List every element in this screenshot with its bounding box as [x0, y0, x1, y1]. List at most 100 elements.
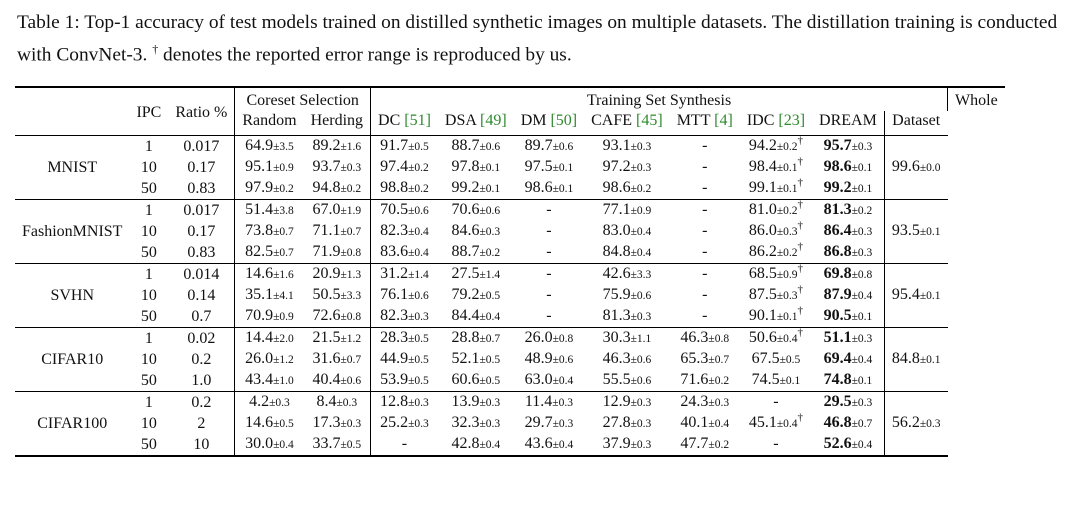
dream-cell: 29.5±0.3 [812, 391, 885, 413]
header-mtt: MTT [4] [676, 112, 733, 129]
error-range: ±0.1 [851, 183, 873, 195]
error-range: ±0.5 [479, 290, 501, 302]
error-range: ±0.4 [630, 226, 652, 238]
idc-cell: 99.1±0.1† [740, 176, 812, 200]
accuracy-value: 46.8 [823, 414, 852, 431]
reproduced-dagger: † [797, 176, 804, 189]
header-whole-line1: Whole [947, 86, 1005, 111]
error-range: ±0.5 [273, 418, 294, 430]
error-range: ±0.7 [851, 418, 873, 430]
error-range: ±0.2 [340, 183, 362, 195]
dm-cell: - [514, 285, 584, 306]
ipc-cell: 1 [129, 391, 169, 413]
idc-cell: 98.4±0.1† [740, 156, 812, 178]
accuracy-value: 14.4 [245, 329, 274, 346]
ratio-cell: 0.83 [168, 242, 236, 264]
error-range: ±0.3 [336, 397, 358, 409]
error-range: ±0.8 [851, 269, 873, 281]
accuracy-value: 28.8 [451, 329, 480, 346]
dm-cell: - [514, 306, 584, 328]
accuracy-value: 60.6 [451, 371, 480, 388]
whole-dataset-value: 56.2 [891, 414, 920, 431]
error-range: ±0.4 [479, 439, 501, 451]
accuracy-value: 42.8 [451, 435, 480, 452]
table-body: MNIST 1 0.017 64.9±3.5 89.2±1.6 91.7±0.5 88.7±… [15, 135, 1005, 457]
dream-cell: 95.7±0.3 [812, 135, 885, 157]
dream-cell: 69.4±0.4 [812, 349, 885, 370]
error-range: ±3.3 [630, 269, 652, 281]
dsa-cell: 99.2±0.1 [438, 178, 514, 200]
ipc-cell: 10 [140, 286, 157, 304]
accuracy-value: 84.6 [451, 222, 480, 239]
accuracy-value: 99.2 [451, 179, 480, 196]
error-range: ±0.6 [552, 141, 574, 153]
mtt-cell: - [670, 157, 740, 178]
cafe-cell: 12.9±0.3 [584, 391, 670, 413]
accuracy-value: 93.7 [312, 158, 341, 175]
accuracy-value: 26.0 [524, 329, 553, 346]
dm-cell: 29.7±0.3 [514, 413, 584, 434]
citation-cafe: [45] [636, 112, 663, 129]
random-cell: 35.1±4.1 [235, 285, 304, 306]
accuracy-value: - [546, 201, 552, 218]
accuracy-value: 99.1 [748, 179, 777, 196]
herding-cell: 93.7±0.3 [303, 157, 372, 178]
cafe-cell: 27.8±0.3 [584, 413, 670, 434]
idc-cell: - [739, 391, 813, 413]
ipc-cell: 1 [129, 327, 169, 349]
reproduced-dagger: † [797, 326, 804, 339]
dsa-cell: 32.3±0.3 [438, 413, 514, 434]
dsa-cell: 79.2±0.5 [438, 285, 514, 306]
random-cell: 43.4±1.0 [235, 370, 304, 392]
error-range: ±0.3 [479, 397, 501, 409]
dsa-cell: 60.6±0.5 [438, 370, 514, 392]
accuracy-value: 83.0 [602, 222, 631, 239]
random-cell: 14.6±1.6 [234, 263, 304, 285]
accuracy-value: 40.1 [680, 414, 709, 431]
error-range: ±0.6 [552, 354, 574, 366]
dsa-cell: 28.8±0.7 [437, 327, 514, 349]
herding-cell: 67.0±1.9 [303, 199, 372, 221]
error-range: ±1.6 [273, 269, 294, 281]
error-range: ±0.7 [340, 354, 362, 366]
error-range: ±0.2 [776, 247, 798, 259]
dsa-cell: 84.4±0.4 [438, 306, 514, 328]
accuracy-value: - [702, 286, 708, 303]
header-dm: DM [50] [520, 112, 578, 129]
idc-cell: 68.5±0.9† [739, 263, 813, 285]
dream-cell: 52.6±0.4 [812, 434, 885, 457]
accuracy-value: 30.3 [602, 329, 631, 346]
error-range: ±0.3 [552, 418, 574, 430]
mtt-cell: - [670, 306, 740, 328]
error-range: ±0.5 [408, 333, 429, 345]
accuracy-value: 99.2 [823, 179, 852, 196]
whole-dataset-error: ±0.1 [919, 354, 941, 366]
accuracy-value: 79.2 [451, 286, 480, 303]
herding-cell: 72.6±0.8 [303, 306, 372, 328]
error-range: ±0.4 [552, 439, 574, 451]
accuracy-value: 81.3 [602, 307, 631, 324]
accuracy-value: - [702, 137, 708, 154]
accuracy-value: 82.5 [245, 243, 274, 260]
mtt-cell: - [670, 221, 740, 242]
header-dc: DC [51] [378, 112, 431, 129]
error-range: ±0.8 [708, 333, 730, 345]
accuracy-value: 11.4 [524, 393, 553, 410]
table-row: 10 0.2 26.0±1.2 31.6±0.7 44.9±0.5 52.1±0.5 48.… [15, 349, 1005, 370]
herding-cell: 20.9±1.3 [303, 263, 372, 285]
citation-mtt: [4] [714, 112, 733, 129]
random-cell: 30.0±0.4 [234, 434, 304, 457]
ratio-cell: 0.14 [168, 285, 236, 306]
error-range: ±0.2 [776, 141, 798, 153]
accuracy-value: 88.7 [451, 243, 480, 260]
table-row: FashionMNIST 1 0.017 51.4±3.8 67.0±1.9 70.5±0… [15, 198, 1005, 264]
error-range: ±0.3 [630, 439, 652, 451]
whole-dataset-error: ±0.1 [919, 290, 941, 302]
reproduced-dagger: † [797, 198, 804, 211]
error-range: ±0.1 [851, 162, 873, 174]
dm-cell: 48.9±0.6 [514, 349, 584, 370]
dc-cell: 98.8±0.2 [371, 178, 438, 200]
accuracy-value: 98.8 [380, 179, 409, 196]
accuracy-value: 28.3 [380, 329, 409, 346]
reproduced-dagger: † [797, 411, 804, 424]
